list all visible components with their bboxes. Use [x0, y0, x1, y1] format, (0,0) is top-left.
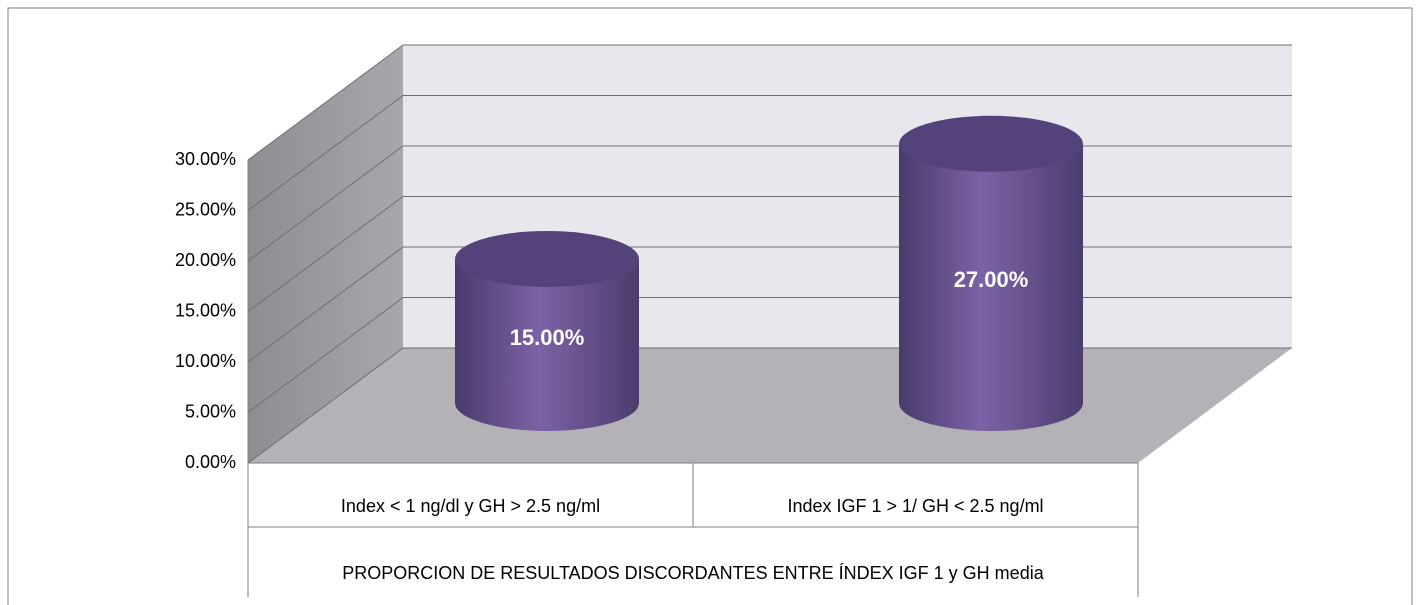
data-label: 27.00% — [954, 267, 1029, 292]
y-tick-label: 20.00% — [175, 250, 236, 270]
grid-line — [247, 44, 1292, 161]
data-label: 15.00% — [510, 325, 585, 350]
grid-line — [247, 95, 1292, 211]
x-tick-label: Index < 1 ng/dl y GH > 2.5 ng/ml — [341, 496, 600, 516]
y-tick-label: 5.00% — [185, 401, 236, 421]
bar — [899, 115, 1083, 432]
bar-part — [899, 115, 1083, 172]
bar-part — [899, 143, 1083, 432]
y-tick-label: 30.00% — [175, 149, 236, 169]
y-tick-label: 25.00% — [175, 199, 236, 219]
bar — [455, 231, 639, 431]
y-tick-label: 15.00% — [175, 300, 236, 320]
bar-part — [455, 231, 639, 287]
floor — [248, 348, 1292, 463]
y-tick-label: 10.00% — [175, 351, 236, 371]
y-tick-label: 0.00% — [185, 452, 236, 472]
bar-part — [455, 259, 639, 431]
x-axis-title: PROPORCION DE RESULTADOS DISCORDANTES EN… — [342, 563, 1044, 583]
category-table — [247, 463, 1139, 597]
x-tick-label: Index IGF 1 > 1/ GH < 2.5 ng/ml — [787, 496, 1043, 516]
